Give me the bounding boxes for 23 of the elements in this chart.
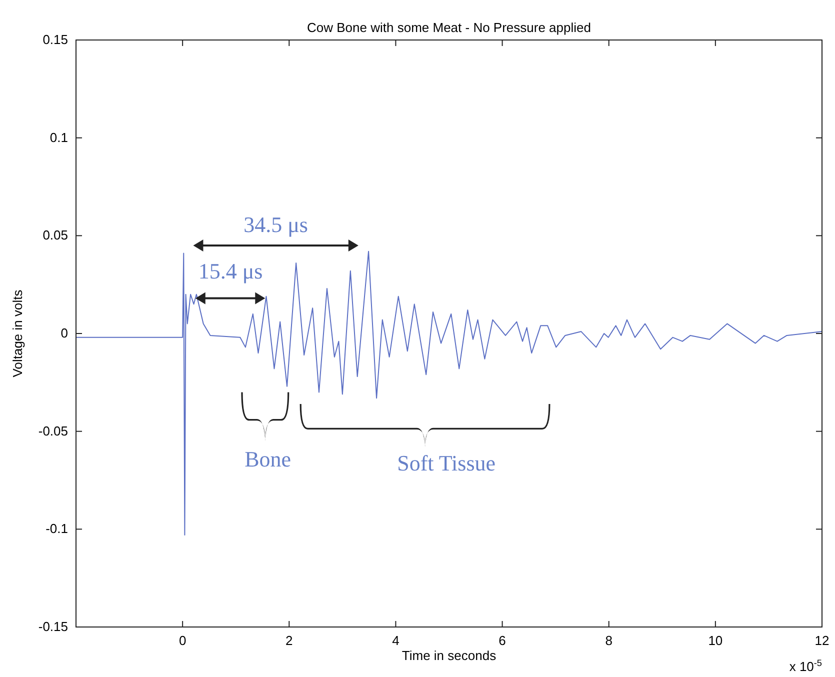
text: x 10$^{-5}$ [789,658,822,674]
y-tick-label: -0.1 [46,521,68,536]
annotation: Soft Tissue [397,450,496,476]
line-series [76,250,822,536]
y-axis-title: Voltage in volts [10,289,25,378]
annotation: Bone [244,446,292,472]
annotation: 34.5 μs [244,212,308,237]
x-tick-label: 0 [178,633,186,648]
x-axis-title: Time in seconds [402,648,497,663]
x-tick-label: 6 [498,633,506,648]
y-tick-label: 0.05 [42,228,68,243]
y-tick-label: 0.1 [50,130,68,145]
y-tick-label: 0.15 [42,32,68,47]
y-tick-label: -0.05 [38,423,68,438]
annotation: 15.4 μs [198,258,263,284]
x-tick-label: 12 [814,633,830,648]
x-tick-label: 4 [392,633,400,648]
x-tick-label: 8 [605,633,612,648]
y-tick-label: -0.15 [38,619,68,634]
chart-title: Cow Bone with some Meat - No Pressure applied [307,20,591,35]
x-tick-label: 2 [286,633,293,648]
y-tick-label: 0 [60,326,68,340]
x-tick-label: 10 [708,633,723,648]
